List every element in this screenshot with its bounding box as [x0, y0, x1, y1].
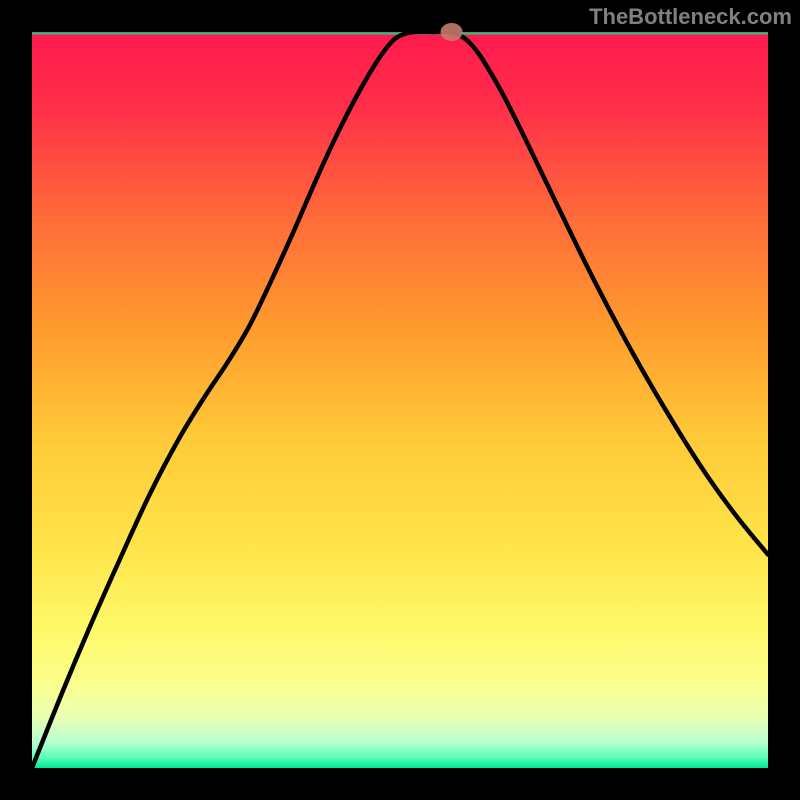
watermark-text: TheBottleneck.com [589, 4, 792, 30]
optimum-marker [441, 23, 463, 41]
chart-svg [0, 0, 800, 800]
bottleneck-chart: TheBottleneck.com [0, 0, 800, 800]
